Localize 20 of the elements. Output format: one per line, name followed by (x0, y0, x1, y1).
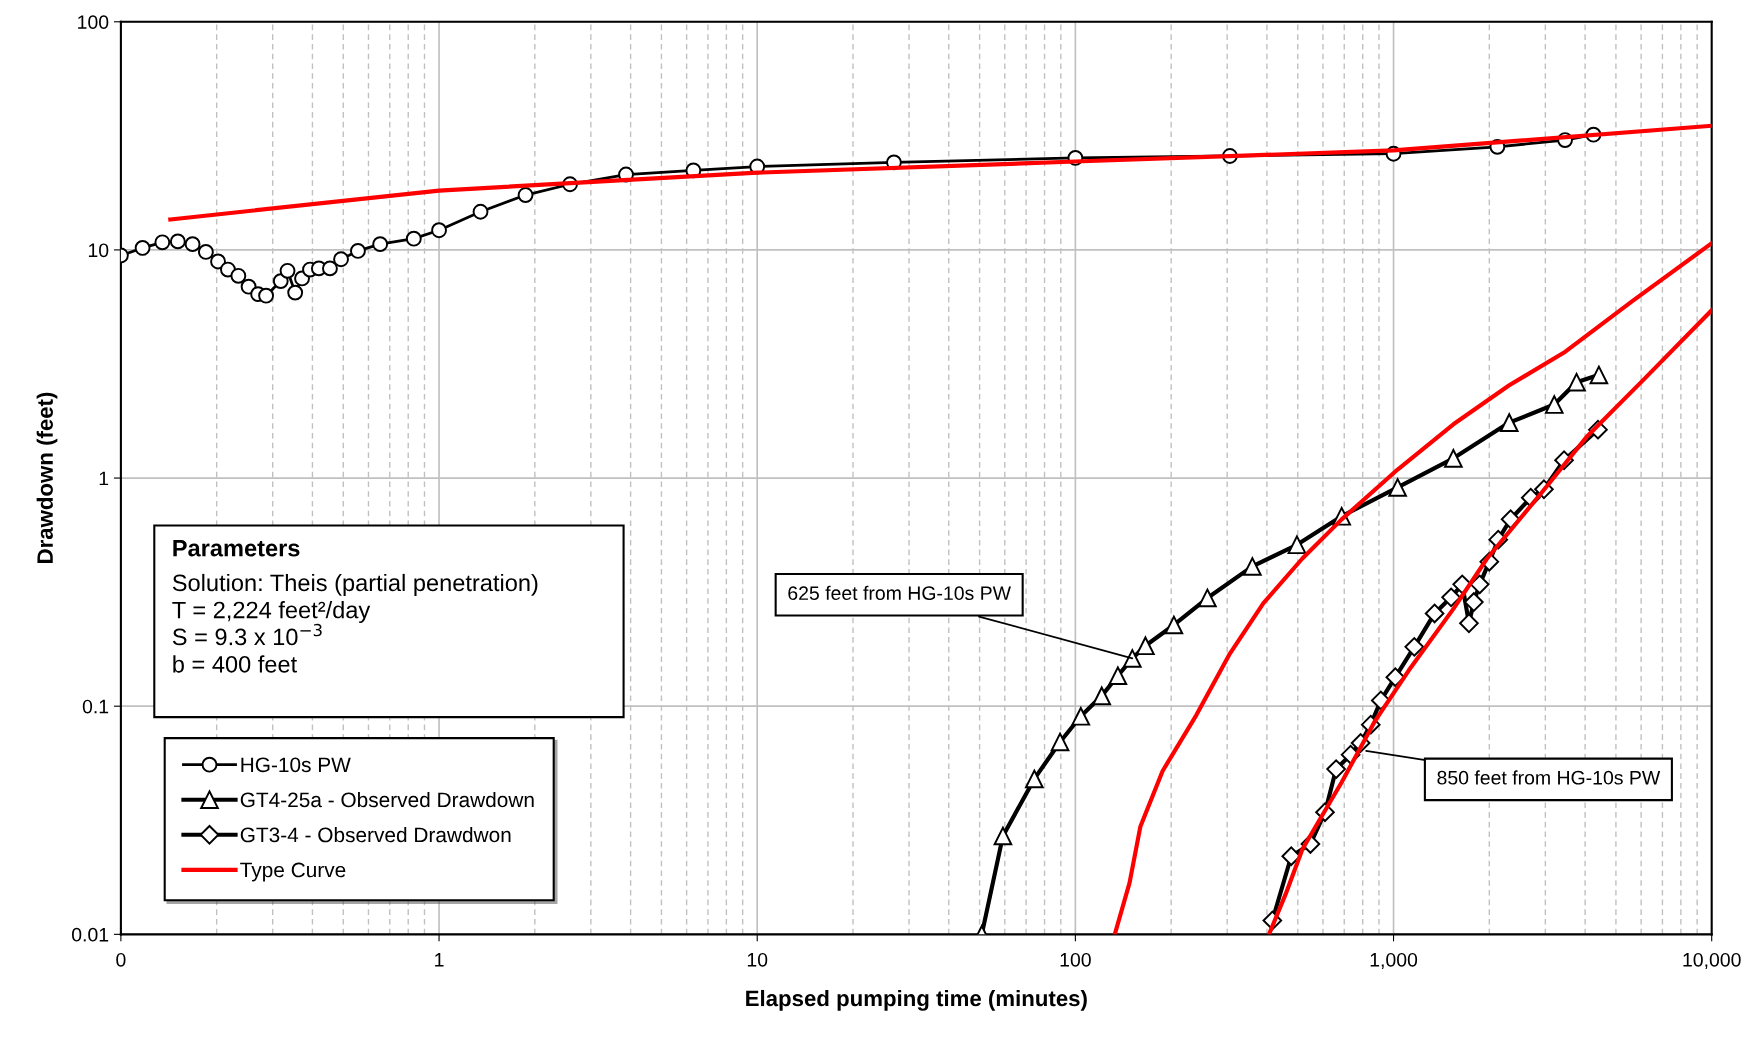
x-tick-label: 1,000 (1370, 952, 1418, 969)
legend-label: GT4-25a - Observed Drawdown (240, 791, 534, 808)
x-axis-title: Elapsed pumping time (minutes) (746, 989, 1087, 1011)
y-tick-label: 0.01 (72, 927, 109, 942)
y-tick-label: 10 (88, 243, 109, 258)
y-tick-label: 100 (78, 15, 109, 30)
legend-label: GT3-4 - Observed Drawdwon (240, 826, 511, 843)
x-tick-label: 1 (435, 953, 444, 967)
annotation: 850 feet from HG-10s PW (1437, 770, 1661, 785)
y-axis-title: Drawdown (feet) (36, 392, 58, 563)
x-tick-label: 100 (1060, 952, 1091, 967)
x-tick-label: 10 (747, 952, 768, 967)
y-tick-label: 1 (99, 471, 109, 486)
annotation: 625 feet from HG-10s PW (788, 585, 1011, 601)
legend-label: Type Curve (240, 862, 346, 882)
legend-label: HG-10s PW (241, 757, 351, 773)
x-tick-label: 0 (116, 952, 126, 967)
y-tick-label: 0.1 (82, 699, 109, 714)
x-tick-label: 10,000 (1683, 952, 1741, 969)
annotation: Parameters Solution: Theis (partial penetration) T = 2,224 feet²/day S = 9.3 x 10$^{−3}$ b = 400 feet (172, 540, 538, 673)
